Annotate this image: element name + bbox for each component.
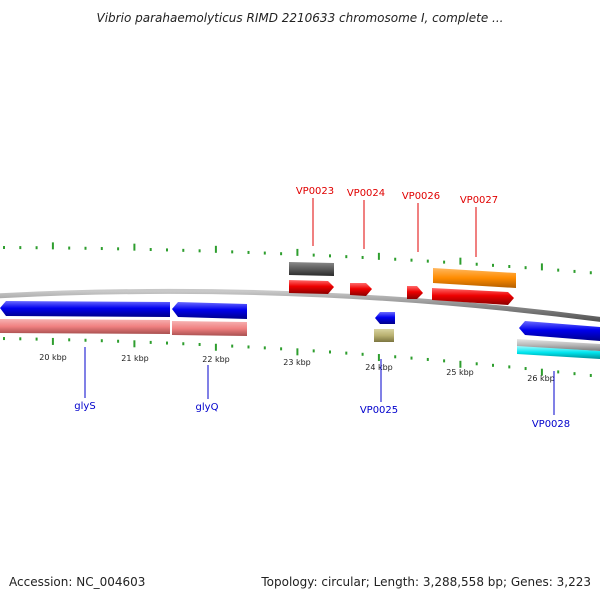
gene-arrow-VP0027[interactable] (432, 288, 514, 305)
gene-arrow-glyQ[interactable] (172, 302, 247, 319)
gene-label-VP0026[interactable]: VP0026 (402, 191, 440, 202)
gene-arrow-VP0028[interactable] (519, 321, 600, 341)
rrna-feature-left[interactable] (0, 319, 170, 334)
top-gene-labels: VP0023 VP0024 VP0026 VP0027 (296, 186, 498, 257)
accession-label: Accession: NC_004603 (9, 575, 146, 589)
kbp-label: 26 kbp (527, 374, 555, 383)
gene-label-VP0024[interactable]: VP0024 (347, 188, 385, 199)
inner-scale-ticks (3, 337, 592, 377)
kbp-label: 24 kbp (365, 363, 393, 372)
gene-label-VP0028[interactable]: VP0028 (532, 419, 570, 430)
gene-label-VP0023[interactable]: VP0023 (296, 186, 334, 197)
outer-scale-ticks (3, 242, 592, 275)
bottom-gene-labels: glyS glyQ VP0025 VP0028 (74, 347, 570, 430)
khaki-feature-block[interactable] (374, 329, 394, 342)
gene-arrow-VP0026[interactable] (407, 286, 423, 299)
gene-arrow-glyS[interactable] (0, 301, 170, 317)
gene-label-VP0027[interactable]: VP0027 (460, 195, 498, 206)
grey-feature-block[interactable] (289, 262, 334, 276)
gene-label-VP0025[interactable]: VP0025 (360, 405, 398, 416)
kbp-scale-labels: 20 kbp 21 kbp 22 kbp 23 kbp 24 kbp 25 kbp 26 k… (39, 353, 555, 383)
chromosome-backbone (0, 288, 600, 322)
map-title: Vibrio parahaemolyticus RIMD 2210633 chr… (96, 11, 504, 25)
orange-feature-block[interactable] (433, 268, 516, 288)
cyan-feature-block[interactable] (517, 346, 600, 359)
gene-label-glyQ[interactable]: glyQ (196, 402, 219, 413)
gene-arrow-VP0023[interactable] (289, 280, 334, 294)
gene-arrow-VP0024[interactable] (350, 283, 372, 296)
kbp-label: 20 kbp (39, 353, 67, 362)
kbp-label: 23 kbp (283, 358, 311, 367)
topology-label: Topology: circular; Length: 3,288,558 bp… (261, 575, 591, 589)
kbp-label: 25 kbp (446, 368, 474, 377)
rrna-feature-right[interactable] (172, 321, 247, 336)
kbp-label: 22 kbp (202, 355, 230, 364)
gene-label-glyS[interactable]: glyS (74, 401, 95, 412)
kbp-label: 21 kbp (121, 354, 149, 363)
gene-arrow-VP0025[interactable] (375, 312, 395, 324)
